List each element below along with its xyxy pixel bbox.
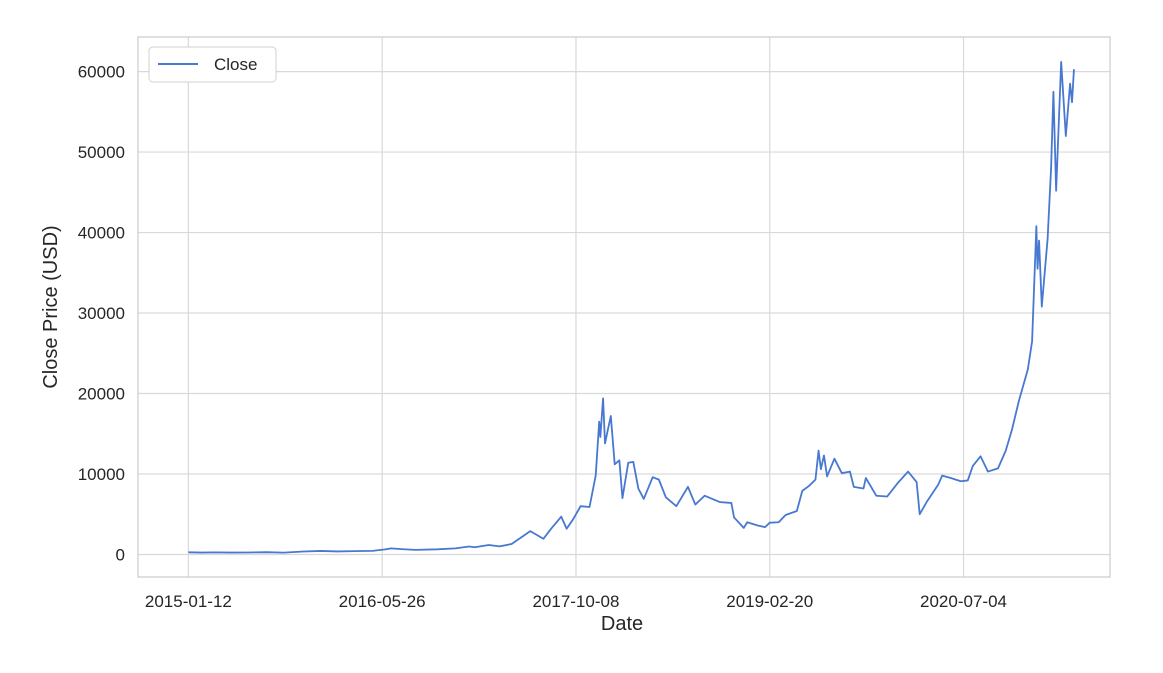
x-tick-label: 2017-10-08 bbox=[532, 592, 619, 611]
y-tick-label: 30000 bbox=[78, 304, 125, 323]
y-tick-label: 40000 bbox=[78, 224, 125, 243]
y-tick-label: 10000 bbox=[78, 465, 125, 484]
x-tick-label: 2016-05-26 bbox=[339, 592, 426, 611]
grid-lines bbox=[138, 37, 1110, 577]
x-tick-label: 2020-07-04 bbox=[920, 592, 1007, 611]
plot-area-frame bbox=[137, 36, 1111, 578]
x-axis-title: Date bbox=[601, 613, 643, 635]
x-tick-label: 2015-01-12 bbox=[145, 592, 232, 611]
y-axis-title: Close Price (USD) bbox=[40, 225, 62, 388]
y-tick-label: 60000 bbox=[78, 63, 125, 82]
legend: Close bbox=[148, 46, 277, 83]
y-tick-label: 20000 bbox=[78, 385, 125, 404]
legend-box bbox=[148, 46, 277, 83]
legend-label-close: Close bbox=[214, 55, 257, 74]
x-axis-ticks: 2015-01-12 2016-05-26 2017-10-08 2019-02-20… bbox=[145, 592, 1007, 611]
y-tick-label: 0 bbox=[116, 545, 125, 564]
x-tick-label: 2019-02-20 bbox=[726, 592, 813, 611]
y-tick-label: 50000 bbox=[78, 143, 125, 162]
series-line-close bbox=[188, 61, 1075, 554]
y-axis-ticks: 0 10000 20000 30000 40000 50000 60000 bbox=[78, 63, 125, 565]
series-layer bbox=[188, 61, 1075, 554]
